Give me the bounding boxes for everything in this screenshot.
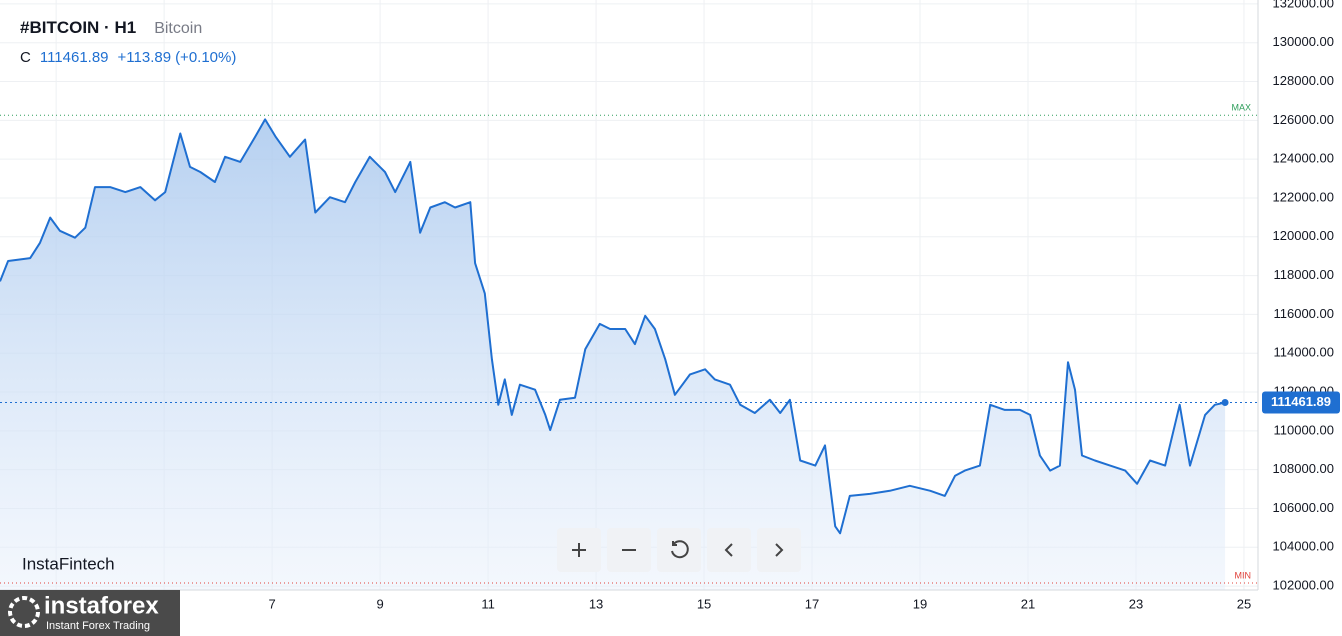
- x-tick-label: 13: [589, 596, 603, 611]
- x-tick-label: 23: [1129, 596, 1143, 611]
- y-tick-label: 124000.00: [1273, 151, 1334, 166]
- zoom-in-button[interactable]: [557, 528, 601, 572]
- scroll-right-button[interactable]: [757, 528, 801, 572]
- y-tick-label: 132000.00: [1273, 0, 1334, 10]
- x-tick-label: 9: [376, 596, 383, 611]
- reset-button[interactable]: [657, 528, 701, 572]
- x-tick-label: 15: [697, 596, 711, 611]
- watermark: InstaFintech: [22, 554, 115, 573]
- price-row: C 111461.89 +113.89 (+0.10%): [20, 49, 236, 66]
- x-tick-label: 25: [1237, 596, 1251, 611]
- min-line-label: MIN: [1235, 570, 1252, 580]
- y-tick-label: 102000.00: [1273, 578, 1334, 593]
- change: +113.89: [117, 49, 172, 66]
- zoom-out-button[interactable]: [607, 528, 651, 572]
- price-badge: [1262, 391, 1340, 414]
- area: [0, 119, 1226, 591]
- y-tick-label: 120000.00: [1273, 228, 1334, 243]
- max-line-label: MAX: [1231, 103, 1251, 113]
- header: #BITCOIN · H1 Bitcoin: [20, 18, 202, 38]
- logo-icon: [8, 596, 40, 628]
- y-tick-label: 130000.00: [1273, 34, 1334, 49]
- y-tick-label: 104000.00: [1273, 539, 1334, 554]
- x-tick-label: 11: [481, 596, 495, 611]
- instrument: Bitcoin: [154, 20, 203, 37]
- y-tick-label: 126000.00: [1273, 112, 1334, 127]
- x-tick-label: 21: [1021, 596, 1035, 611]
- y-tick-label: 110000.00: [1274, 422, 1335, 437]
- logo-text: instaforex: [44, 592, 159, 619]
- toolbar: [557, 528, 801, 572]
- change-pct: (+0.10%): [175, 49, 237, 66]
- y-tick-label: 118000.00: [1274, 267, 1335, 282]
- close-label: C: [20, 49, 31, 66]
- logo-subtext: Instant Forex Trading: [46, 620, 150, 632]
- y-tick-label: 106000.00: [1273, 500, 1334, 515]
- price-line: [0, 118, 1226, 535]
- price-badge-label: 111461.89: [1271, 394, 1331, 409]
- logo-box: [0, 590, 180, 636]
- x-tick-label: 19: [913, 596, 927, 611]
- x-tick-label: 7: [268, 596, 275, 611]
- y-tick-label: 116000.00: [1274, 306, 1335, 321]
- y-tick-label: 108000.00: [1273, 461, 1334, 476]
- scroll-left-button[interactable]: [707, 528, 751, 572]
- x-tick-label: 17: [805, 596, 819, 611]
- y-tick-label: 114000.00: [1274, 345, 1335, 360]
- symbol: #BITCOIN · H1: [20, 18, 137, 37]
- close-price: 111461.89: [39, 49, 109, 66]
- y-tick-label: 128000.00: [1273, 73, 1334, 88]
- y-tick-label: 122000.00: [1273, 189, 1334, 204]
